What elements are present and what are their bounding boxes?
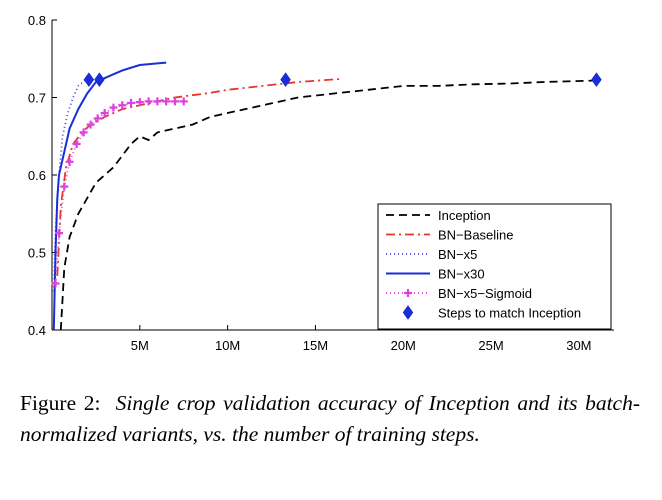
caption-label: Figure 2: <box>20 391 101 415</box>
plus-marker <box>93 114 102 123</box>
series-line <box>54 100 184 284</box>
series-bn-x30 <box>52 61 167 331</box>
plus-marker <box>127 98 136 107</box>
series-steps-to-match-inception <box>83 72 602 88</box>
diamond-marker <box>280 72 291 88</box>
legend-label: BN−Baseline <box>438 228 514 243</box>
legend-box <box>377 203 612 330</box>
legend-entry-inception: Inception <box>386 208 491 223</box>
figure-caption: Figure 2: Single crop validation accurac… <box>20 388 640 450</box>
plus-marker <box>100 109 109 117</box>
x-tick-label: 5M <box>131 338 149 353</box>
caption-text: Single crop validation accuracy of Incep… <box>20 391 641 446</box>
legend: Inception BN−Baseline BN−x5 BN−x30 BN−x5−Sig… <box>377 203 612 330</box>
diamond-marker <box>83 72 95 88</box>
plus-marker <box>86 120 95 129</box>
series-line <box>52 61 167 331</box>
plus-marker <box>144 97 153 106</box>
series-bn-x5-sigmoid <box>51 97 188 288</box>
plus-marker <box>65 157 74 166</box>
plus-marker <box>162 97 171 106</box>
plus-marker <box>404 289 412 297</box>
legend-label: BN−x30 <box>438 267 485 282</box>
x-tick-label: 10M <box>215 338 240 353</box>
series-layer <box>51 61 602 331</box>
plus-marker <box>118 101 127 110</box>
series-line <box>56 78 342 276</box>
y-tick-label: 0.8 <box>28 13 46 28</box>
plus-marker <box>179 97 188 106</box>
plus-marker <box>60 182 69 191</box>
diamond-marker <box>591 72 602 88</box>
y-tick-label: 0.4 <box>28 323 46 338</box>
legend-entry-bn-baseline: BN−Baseline <box>386 228 514 243</box>
legend-entry-bn-x5: BN−x5 <box>386 247 477 262</box>
plus-marker <box>72 140 81 148</box>
series-bn-baseline <box>56 78 342 276</box>
legend-label: Steps to match Inception <box>438 306 581 321</box>
plus-marker <box>109 103 118 112</box>
accuracy-line-chart: 0.4 0.5 0.6 0.7 0.8 5M 10M 15M 20M 25M 30M Incept… <box>28 13 614 353</box>
legend-entry-steps-to-match-inception: Steps to match Inception <box>402 305 581 321</box>
plus-marker <box>51 279 60 288</box>
x-tick-label: 20M <box>391 338 416 353</box>
plus-marker <box>170 97 179 106</box>
series-inception <box>59 79 597 331</box>
plus-marker <box>79 128 88 137</box>
plus-marker <box>153 97 162 106</box>
x-tick-label: 30M <box>566 338 591 353</box>
diamond-marker <box>94 72 105 88</box>
y-tick-label: 0.5 <box>28 246 46 261</box>
y-axis: 0.4 0.5 0.6 0.7 0.8 <box>28 13 57 338</box>
legend-label: BN−x5 <box>438 247 477 262</box>
series-line <box>59 79 597 331</box>
plus-marker <box>135 98 144 107</box>
legend-label: BN−x5−Sigmoid <box>438 286 532 301</box>
plus-marker <box>55 229 64 238</box>
legend-label: Inception <box>438 208 491 223</box>
x-tick-label: 25M <box>478 338 503 353</box>
diamond-marker <box>402 305 414 320</box>
y-tick-label: 0.6 <box>28 168 46 183</box>
legend-entry-bn-x30: BN−x30 <box>386 267 485 282</box>
x-tick-label: 15M <box>303 338 328 353</box>
x-axis: 5M 10M 15M 20M 25M 30M <box>131 325 592 353</box>
legend-entry-bn-x5-sigmoid: BN−x5−Sigmoid <box>386 286 532 301</box>
y-tick-label: 0.7 <box>28 91 46 106</box>
